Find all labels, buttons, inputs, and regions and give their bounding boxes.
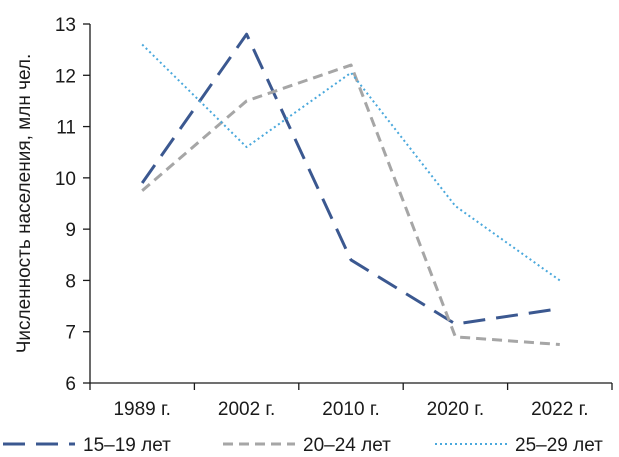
- legend-label-2: 20–24 лет: [303, 435, 391, 456]
- y-tick-label: 12: [55, 66, 76, 87]
- y-tick-label: 8: [65, 271, 76, 292]
- y-tick-label: 7: [65, 323, 76, 344]
- series-line-1: [140, 32, 561, 326]
- x-tick-label: 2020 г.: [427, 399, 484, 420]
- axes: [89, 24, 612, 384]
- y-tick-label: 13: [55, 15, 76, 36]
- y-tick-label: 9: [65, 220, 76, 241]
- y-ticks: 6 7 8 9 10 11 12 13: [55, 15, 90, 395]
- legend-label-1: 15–19 лет: [83, 435, 171, 456]
- series-lines: [140, 32, 561, 347]
- y-axis-label: Численность населения, млн чел.: [14, 54, 35, 354]
- y-tick-label: 11: [56, 118, 76, 139]
- y-tick-label: 6: [65, 374, 76, 395]
- x-tick-label: 2002 г.: [218, 399, 275, 420]
- series-line-2: [141, 63, 560, 347]
- x-tick-label: 2022 г.: [531, 399, 588, 420]
- legend-label-3: 25–29 лет: [515, 435, 603, 456]
- y-tick-label: 10: [55, 169, 76, 190]
- legend: 15–19 лет 20–24 лет 25–29 лет: [3, 435, 603, 456]
- x-ticks: 1989 г. 2002 г. 2010 г. 2020 г. 2022 г.: [89, 383, 613, 420]
- x-tick-label: 1989 г.: [113, 399, 170, 420]
- series-line-3: [141, 43, 561, 282]
- x-tick-label: 2010 г.: [322, 399, 379, 420]
